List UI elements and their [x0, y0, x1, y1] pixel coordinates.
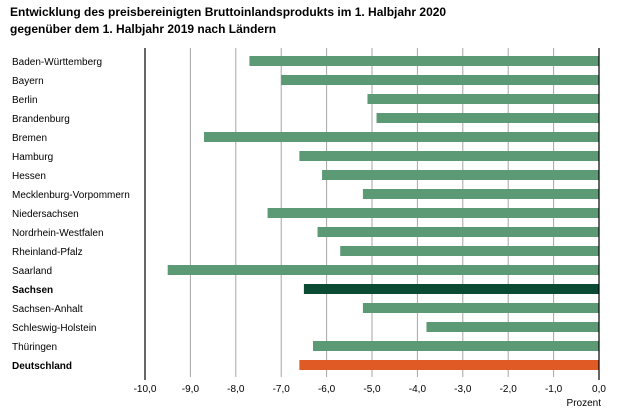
bar-mecklenburg-vorpommern — [362, 189, 599, 199]
bar-berlin — [367, 94, 599, 104]
x-tick-label-1: -9,0 — [182, 384, 200, 395]
x-tick-label-9: -1,0 — [545, 384, 563, 395]
category-label-bremen: Bremen — [12, 133, 47, 144]
chart-subtitle: gegenüber dem 1. Halbjahr 2019 nach Länd… — [10, 22, 277, 36]
bar-saarland — [167, 265, 599, 275]
bar-sachsen — [303, 284, 599, 294]
tick-labels: -10,0 -9,0 -8,0 -7,0 -6,0 -5,0 -4,0 -3,0 -2,0 -1,… — [134, 384, 607, 409]
category-label-thueringen: Thüringen — [12, 342, 57, 353]
bar-brandenburg — [376, 113, 599, 123]
category-label-niedersachsen: Niedersachsen — [12, 209, 79, 220]
category-label-sachsen-anhalt: Sachsen-Anhalt — [12, 304, 83, 315]
bar-hessen — [322, 170, 599, 180]
chart-title-line-1: Entwicklung des preisbereinigten Bruttoi… — [10, 5, 447, 19]
category-label-deutschland: Deutschland — [12, 361, 72, 372]
category-label-nordrhein-westfalen: Nordrhein-Westfalen — [12, 228, 104, 239]
bar-schleswig-holstein — [426, 322, 599, 332]
category-label-schleswig-holstein: Schleswig-Holstein — [12, 323, 96, 334]
category-label-hessen: Hessen — [12, 171, 46, 182]
category-label-hamburg: Hamburg — [12, 152, 53, 163]
category-label-baden-wuerttemberg: Baden-Württemberg — [12, 57, 102, 68]
bar-nordrhein-westfalen — [317, 227, 599, 237]
category-label-mecklenburg-vorpommern: Mecklenburg-Vorpommern — [12, 190, 130, 201]
x-tick-label-2: -8,0 — [227, 384, 245, 395]
category-label-brandenburg: Brandenburg — [12, 114, 70, 125]
bar-bremen — [204, 132, 599, 142]
x-tick-label-6: -4,0 — [409, 384, 427, 395]
bar-bayern — [281, 75, 599, 85]
x-tick-label-7: -3,0 — [454, 384, 472, 395]
bar-sachsen-anhalt — [362, 303, 599, 313]
x-tick-label-3: -7,0 — [273, 384, 291, 395]
bar-rheinland-pfalz — [340, 246, 599, 256]
x-axis-label: Prozent — [567, 398, 602, 409]
chart-title: Entwicklung des preisbereinigten Bruttoi… — [10, 4, 610, 38]
x-tick-label-5: -5,0 — [363, 384, 381, 395]
x-tick-label-4: -6,0 — [318, 384, 336, 395]
bars — [167, 56, 600, 370]
bar-thueringen — [312, 341, 599, 351]
category-label-rheinland-pfalz: Rheinland-Pfalz — [12, 247, 83, 258]
category-label-bayern: Bayern — [12, 76, 44, 87]
axes — [144, 48, 600, 380]
category-label-berlin: Berlin — [12, 95, 38, 106]
bar-niedersachsen — [267, 208, 599, 218]
bar-baden-wuerttemberg — [249, 56, 600, 66]
category-label-saarland: Saarland — [12, 266, 52, 277]
category-labels: Baden-Württemberg Bayern Berlin Brandenburg… — [12, 57, 130, 372]
x-tick-label-8: -2,0 — [500, 384, 518, 395]
bar-deutschland — [299, 360, 599, 370]
category-label-sachsen: Sachsen — [12, 285, 53, 296]
bar-hamburg — [299, 151, 599, 161]
x-tick-label-0: -10,0 — [134, 384, 157, 395]
x-tick-label-10: 0,0 — [592, 384, 606, 395]
